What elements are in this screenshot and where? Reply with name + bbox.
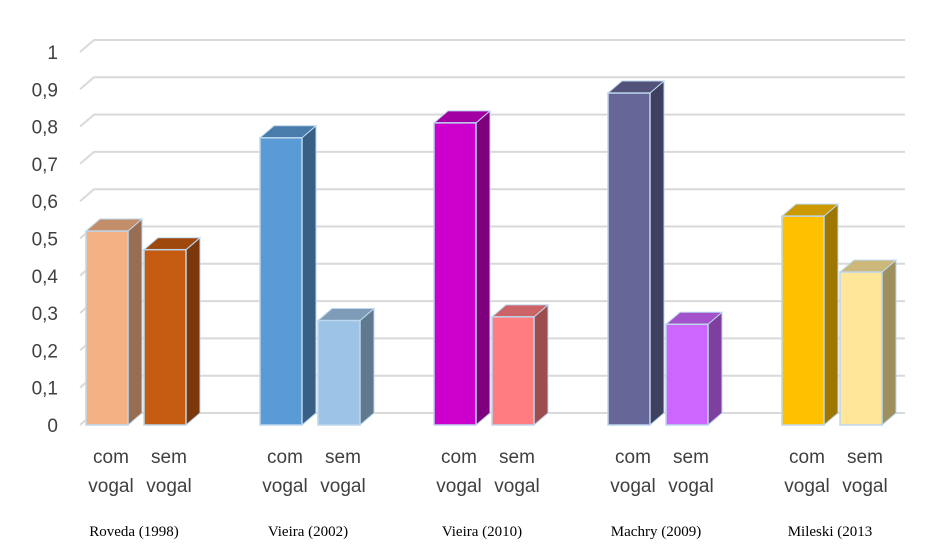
bars xyxy=(84,79,898,427)
category-label-line2: vogal xyxy=(784,476,829,497)
bar xyxy=(142,236,202,427)
bar-side xyxy=(881,258,897,427)
bar xyxy=(780,203,840,427)
bar-side xyxy=(359,307,375,427)
category-label-line2: vogal xyxy=(494,476,539,497)
category-label-line2: vogal xyxy=(610,476,655,497)
bar xyxy=(432,109,492,427)
bar-side xyxy=(649,79,665,427)
bar-side xyxy=(475,109,491,427)
category-label-line1: com xyxy=(441,447,477,468)
group-label: Vieira (2010) xyxy=(442,524,522,540)
bar-side xyxy=(823,203,839,427)
category-label-line2: vogal xyxy=(668,476,713,497)
y-tick-label: 0,4 xyxy=(32,267,59,288)
bar xyxy=(258,124,318,427)
group-label: Roveda (1998) xyxy=(89,524,179,540)
bar-side xyxy=(533,303,549,427)
bar-front xyxy=(491,316,535,426)
bar xyxy=(490,303,550,427)
bar xyxy=(84,217,144,427)
bar-front xyxy=(781,215,825,426)
bar-side xyxy=(301,124,317,427)
category-label-line2: vogal xyxy=(842,476,887,497)
category-label-line2: vogal xyxy=(88,476,133,497)
bar-front xyxy=(85,230,129,426)
category-label-line1: sem xyxy=(151,447,187,468)
bar-front xyxy=(607,92,651,426)
y-tick-label: 1 xyxy=(47,43,58,64)
category-label-line1: sem xyxy=(847,447,883,468)
y-tick-label: 0 xyxy=(47,416,58,437)
category-label-line2: vogal xyxy=(262,476,307,497)
group-label: Machry (2009) xyxy=(611,524,701,540)
category-labels: com vogal sem vogal com vogal sem vogal com vogal… xyxy=(88,447,887,497)
y-tick-label: 0,5 xyxy=(32,230,58,251)
y-tick-label: 0,8 xyxy=(32,118,58,139)
gridline xyxy=(79,113,905,128)
y-tick-label: 0,1 xyxy=(32,379,58,400)
bar-front xyxy=(317,319,361,426)
group-label: Mileski (2013 xyxy=(788,524,873,540)
y-tick-label: 0,7 xyxy=(32,155,58,176)
bar-front xyxy=(665,323,709,426)
bar-side xyxy=(185,236,201,427)
category-label-line1: com xyxy=(615,447,651,468)
group-label: Vieira (2002) xyxy=(268,524,348,540)
y-tick-label: 0,6 xyxy=(32,192,58,213)
y-axis-labels: 0 0,1 0,2 0,3 0,4 0,5 0,6 0,7 0,8 0,9 1 xyxy=(32,43,59,437)
bar xyxy=(606,79,666,427)
bar-front xyxy=(143,248,187,426)
gridline xyxy=(79,150,905,165)
category-label-line1: sem xyxy=(499,447,535,468)
y-tick-label: 0,2 xyxy=(32,341,58,362)
category-label-line1: com xyxy=(267,447,303,468)
bar xyxy=(316,307,376,427)
category-label-line2: vogal xyxy=(436,476,481,497)
gridline xyxy=(79,188,905,202)
category-label-line1: com xyxy=(93,447,129,468)
bar xyxy=(664,311,724,427)
category-label-line2: vogal xyxy=(320,476,365,497)
group-labels: Roveda (1998) Vieira (2002) Vieira (2010) M… xyxy=(89,524,872,540)
gridline xyxy=(79,39,905,53)
category-label-line2: vogal xyxy=(146,476,191,497)
bar-front xyxy=(433,122,477,426)
category-label-line1: com xyxy=(789,447,825,468)
category-label-line1: sem xyxy=(325,447,361,468)
gridline xyxy=(79,76,905,91)
category-label-line1: sem xyxy=(673,447,709,468)
bar-front xyxy=(259,137,303,426)
bar-side xyxy=(707,311,723,427)
bar-side xyxy=(127,217,143,427)
bar xyxy=(838,258,898,427)
bar-front xyxy=(839,271,883,426)
y-tick-label: 0,3 xyxy=(32,304,58,325)
y-tick-label: 0,9 xyxy=(32,80,58,101)
